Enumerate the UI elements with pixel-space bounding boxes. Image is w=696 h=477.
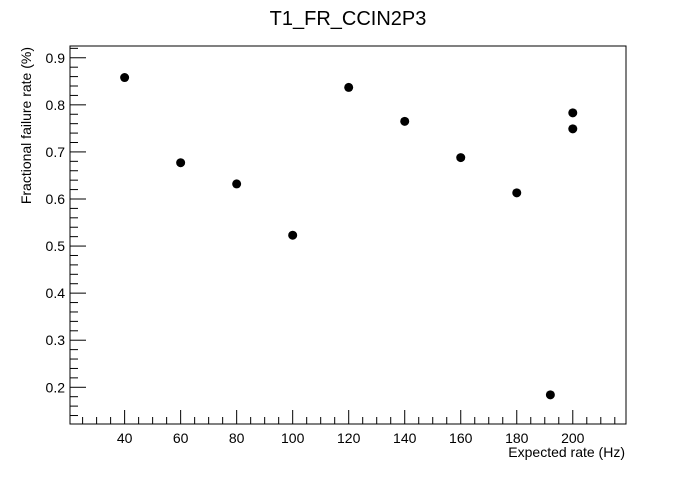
x-tick-label: 200	[561, 430, 585, 446]
x-tick-label: 40	[117, 430, 133, 446]
y-axis-label: Fractional failure rate (%)	[18, 47, 34, 204]
x-axis-label: Expected rate (Hz)	[508, 444, 625, 460]
data-points	[120, 73, 578, 400]
y-tick-label: 0.4	[46, 285, 66, 301]
x-tick-label: 140	[393, 430, 417, 446]
data-point	[400, 116, 410, 126]
y-tick-label: 0.5	[46, 238, 66, 254]
data-point	[120, 73, 130, 83]
data-point	[176, 158, 186, 168]
data-point	[456, 153, 466, 163]
x-tick-label: 180	[505, 430, 529, 446]
data-point	[568, 124, 578, 134]
y-tick-label: 0.3	[46, 332, 66, 348]
x-tick-label: 80	[229, 430, 245, 446]
data-point	[512, 188, 522, 198]
chart-title: T1_FR_CCIN2P3	[270, 8, 427, 30]
data-point	[232, 179, 242, 189]
y-tick-label: 0.2	[46, 379, 66, 395]
axes: 40 60 80 100 120 140 160 180 200 0.2 0.3 0.4 0.5 0.6 0…	[46, 45, 627, 446]
x-tick-label: 160	[449, 430, 473, 446]
data-point	[545, 390, 555, 400]
y-tick-label: 0.8	[46, 97, 66, 113]
x-tick-label: 120	[337, 430, 361, 446]
x-tick-label: 100	[281, 430, 305, 446]
x-tick-label: 60	[173, 430, 189, 446]
y-tick-label: 0.6	[46, 191, 66, 207]
y-tick-label: 0.9	[46, 50, 66, 66]
data-point	[568, 108, 578, 118]
y-tick-label: 0.7	[46, 144, 66, 160]
plot-frame	[69, 45, 627, 425]
data-point	[288, 230, 298, 240]
data-point	[344, 82, 354, 92]
